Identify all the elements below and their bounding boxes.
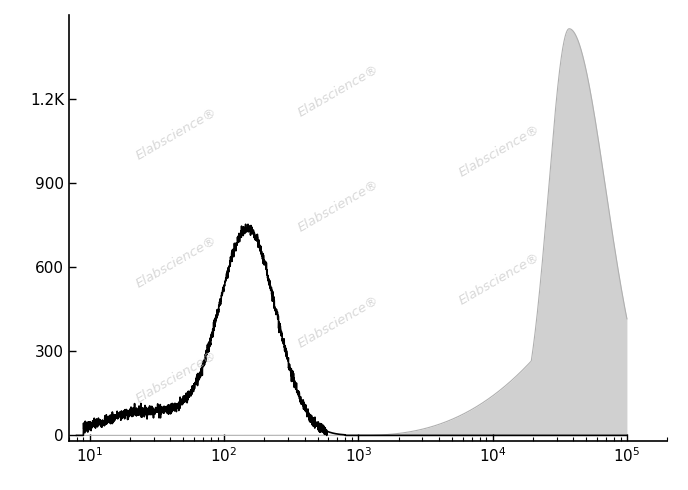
Text: Elabscience®: Elabscience® [133, 105, 219, 163]
Text: Elabscience®: Elabscience® [295, 293, 381, 350]
Text: Elabscience®: Elabscience® [133, 233, 219, 291]
Text: Elabscience®: Elabscience® [295, 63, 381, 120]
Text: Elabscience®: Elabscience® [295, 178, 381, 235]
Text: Elabscience®: Elabscience® [457, 122, 543, 180]
Text: Elabscience®: Elabscience® [133, 348, 219, 406]
Text: Elabscience®: Elabscience® [457, 250, 543, 308]
